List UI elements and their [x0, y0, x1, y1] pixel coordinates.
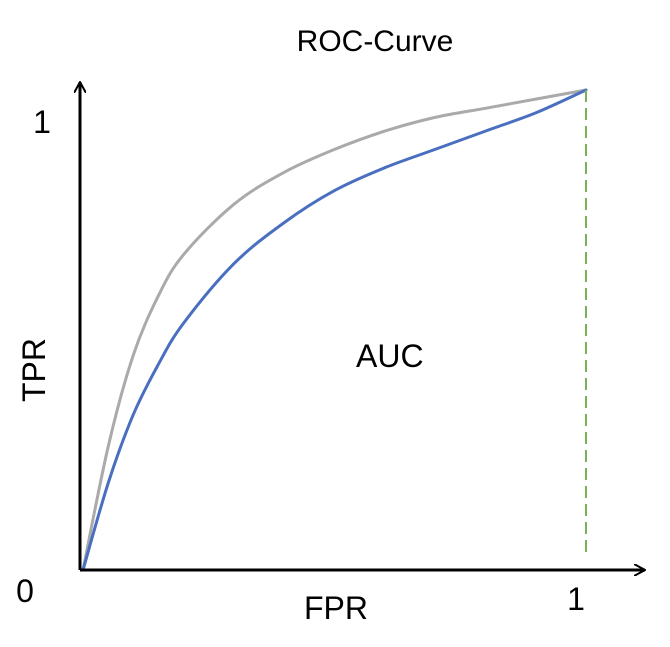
roc-series-line-1 [81, 88, 588, 572]
y-axis-title: TPR [16, 338, 52, 402]
series-layer [81, 88, 588, 572]
x-tick-label-1: 1 [567, 581, 585, 617]
auc-annotation: AUC [356, 338, 424, 374]
tick-label-layer: 0 1 1 [16, 104, 585, 617]
chart-title: ROC-Curve [297, 25, 454, 58]
y-tick-label-1: 1 [33, 104, 51, 140]
roc-series-line-2 [81, 88, 588, 572]
x-tick-label-0: 0 [16, 573, 34, 609]
x-axis-title: FPR [304, 590, 368, 626]
